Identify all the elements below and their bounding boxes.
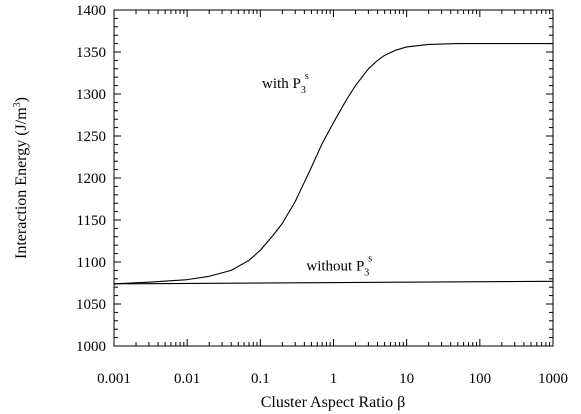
ticks bbox=[113, 9, 554, 347]
series bbox=[113, 43, 554, 285]
x-tick-label: 10 bbox=[399, 371, 414, 387]
x-tick-label: 0.001 bbox=[97, 371, 131, 387]
annotation-with: with P3s bbox=[262, 71, 309, 96]
y-tick-label: 1300 bbox=[76, 87, 106, 103]
annotations: with P3s without P3s bbox=[262, 71, 372, 278]
y-tick-label: 1100 bbox=[77, 255, 106, 271]
series-line-with bbox=[113, 43, 553, 285]
y-tick-label: 1050 bbox=[76, 297, 106, 313]
y-tick-label: 1400 bbox=[76, 3, 106, 19]
y-tick-label: 1200 bbox=[76, 171, 106, 187]
y-axis-label: Interaction Energy (J/m3) bbox=[12, 97, 30, 259]
y-axis-label-close: ) bbox=[13, 97, 30, 102]
x-axis-label: Cluster Aspect Ratio β bbox=[261, 394, 406, 411]
series-line-without bbox=[113, 280, 554, 285]
plot-frame bbox=[113, 9, 554, 347]
annotation-without: without P3s bbox=[306, 253, 372, 278]
x-tick-label: 1000 bbox=[538, 371, 568, 387]
y-tick-label: 1000 bbox=[76, 339, 106, 355]
tick-labels: 0.001 0.01 0.1 1 10 100 1000 1000 1050 1100 1150 12… bbox=[76, 3, 568, 387]
y-tick-label: 1250 bbox=[76, 129, 106, 145]
y-axis-label-text: Interaction Energy (J/m bbox=[13, 107, 30, 259]
x-tick-label: 1 bbox=[330, 371, 338, 387]
y-axis-label-exponent: 3 bbox=[12, 102, 23, 107]
x-tick-label: 0.1 bbox=[251, 371, 270, 387]
x-tick-label: 0.01 bbox=[174, 371, 200, 387]
y-tick-label: 1150 bbox=[77, 213, 106, 229]
y-tick-label: 1350 bbox=[76, 45, 106, 61]
x-tick-label: 100 bbox=[469, 371, 492, 387]
